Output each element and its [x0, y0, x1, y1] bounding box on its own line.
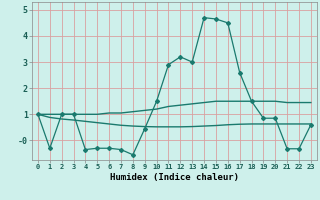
X-axis label: Humidex (Indice chaleur): Humidex (Indice chaleur)	[110, 173, 239, 182]
